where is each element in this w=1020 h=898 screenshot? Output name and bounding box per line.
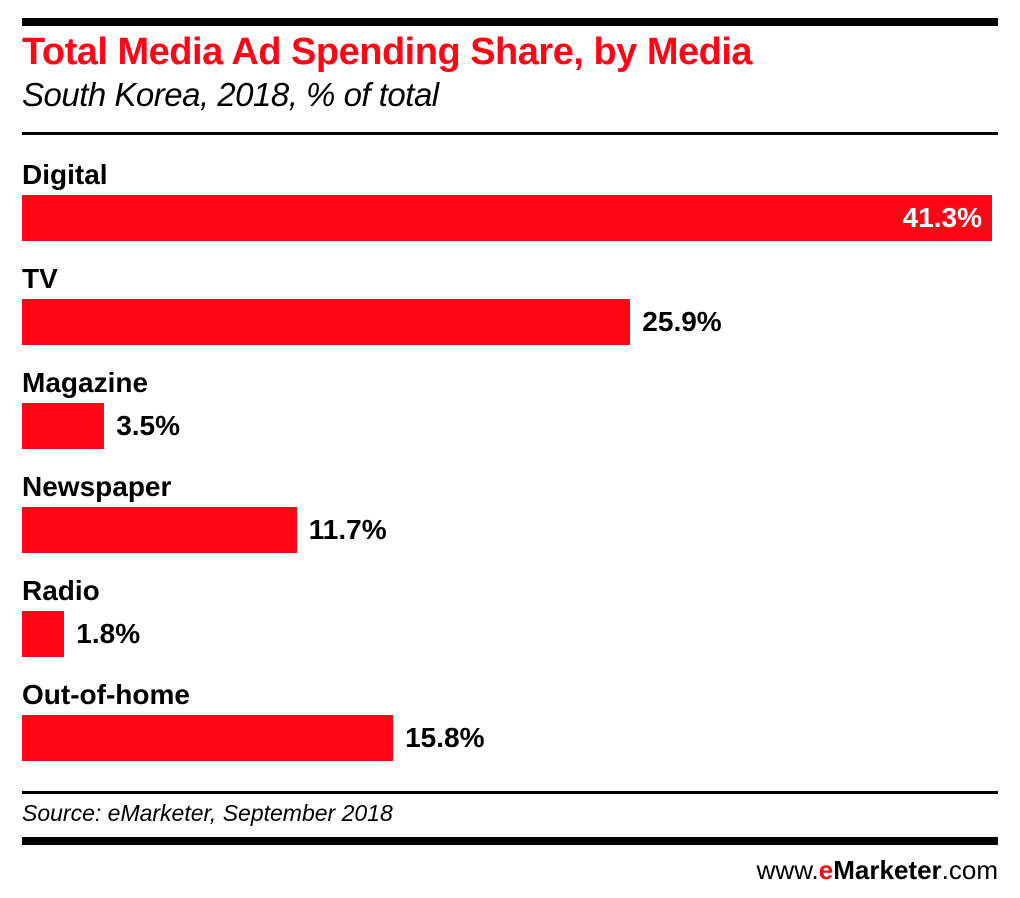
bar: 41.3%	[22, 195, 992, 241]
bar-row: Newspaper 11.7%	[22, 471, 998, 553]
bar-row: Magazine 3.5%	[22, 367, 998, 449]
bar-row: TV 25.9%	[22, 263, 998, 345]
bar	[22, 611, 64, 657]
footer-brand-e: e	[819, 855, 833, 886]
bar-label: TV	[22, 263, 998, 295]
bars-region: Digital 41.3% TV 25.9% Magazine 3.5% Newspaper…	[22, 159, 998, 761]
footer-dotcom: .com	[942, 855, 998, 886]
source-text: Source: eMarketer, September 2018	[22, 800, 998, 827]
chart-title: Total Media Ad Spending Share, by Media	[22, 32, 998, 74]
bar	[22, 299, 630, 345]
bar-label: Digital	[22, 159, 998, 191]
bar-row: Digital 41.3%	[22, 159, 998, 241]
bar-label: Out-of-home	[22, 679, 998, 711]
bar-value: 11.7%	[309, 514, 387, 546]
chart-rule	[22, 132, 998, 135]
bar-line: 11.7%	[22, 507, 998, 553]
bar-line: 41.3%	[22, 195, 998, 241]
bar-value: 3.5%	[116, 410, 180, 442]
footer: www.eMarketer.com	[22, 855, 998, 886]
footer-brand-rest: Marketer	[833, 855, 941, 886]
top-rule	[22, 18, 998, 26]
footer-www: www.	[757, 855, 819, 886]
bar-value: 15.8%	[405, 722, 484, 754]
bar-label: Newspaper	[22, 471, 998, 503]
bottom-rule-thick	[22, 837, 998, 845]
bar-label: Magazine	[22, 367, 998, 399]
bar-row: Radio 1.8%	[22, 575, 998, 657]
bar	[22, 507, 297, 553]
bar-row: Out-of-home 15.8%	[22, 679, 998, 761]
bar-value: 1.8%	[76, 618, 140, 650]
bar-value: 41.3%	[903, 202, 982, 234]
bar	[22, 403, 104, 449]
bar-line: 25.9%	[22, 299, 998, 345]
bar	[22, 715, 393, 761]
chart-subtitle: South Korea, 2018, % of total	[22, 76, 998, 114]
bottom-rule-thin	[22, 791, 998, 794]
chart-container: Total Media Ad Spending Share, by Media …	[0, 0, 1020, 886]
bar-line: 15.8%	[22, 715, 998, 761]
bar-label: Radio	[22, 575, 998, 607]
bar-line: 1.8%	[22, 611, 998, 657]
bar-value: 25.9%	[642, 306, 721, 338]
bar-line: 3.5%	[22, 403, 998, 449]
